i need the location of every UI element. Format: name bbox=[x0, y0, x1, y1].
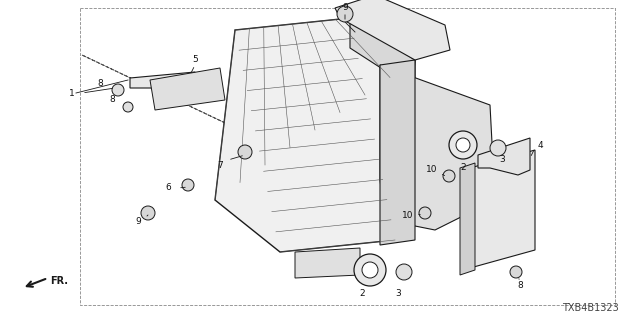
Circle shape bbox=[182, 179, 194, 191]
Text: 2: 2 bbox=[460, 164, 466, 172]
Circle shape bbox=[362, 262, 378, 278]
Text: 8: 8 bbox=[517, 282, 523, 291]
Text: 10: 10 bbox=[403, 211, 413, 220]
Circle shape bbox=[419, 207, 431, 219]
Text: 1: 1 bbox=[69, 89, 75, 98]
Circle shape bbox=[449, 131, 477, 159]
Text: 2: 2 bbox=[359, 289, 365, 298]
Circle shape bbox=[510, 266, 522, 278]
Circle shape bbox=[337, 6, 353, 22]
Polygon shape bbox=[380, 60, 415, 245]
Polygon shape bbox=[380, 65, 495, 230]
Text: 6: 6 bbox=[165, 183, 171, 193]
Polygon shape bbox=[130, 72, 195, 90]
Polygon shape bbox=[150, 68, 225, 110]
Polygon shape bbox=[460, 163, 475, 275]
Circle shape bbox=[238, 145, 252, 159]
Text: 9: 9 bbox=[135, 218, 141, 227]
Polygon shape bbox=[215, 18, 415, 252]
Circle shape bbox=[456, 138, 470, 152]
Text: 3: 3 bbox=[499, 156, 505, 164]
Text: 10: 10 bbox=[426, 165, 438, 174]
Circle shape bbox=[123, 102, 133, 112]
Text: FR.: FR. bbox=[50, 276, 68, 286]
Text: 8: 8 bbox=[97, 79, 103, 89]
Text: 7: 7 bbox=[217, 161, 223, 170]
Polygon shape bbox=[470, 150, 535, 268]
Text: 5: 5 bbox=[192, 55, 198, 65]
Polygon shape bbox=[350, 18, 415, 90]
Text: 3: 3 bbox=[395, 290, 401, 299]
Circle shape bbox=[354, 254, 386, 286]
Polygon shape bbox=[478, 138, 530, 175]
Circle shape bbox=[112, 84, 124, 96]
Text: 4: 4 bbox=[537, 140, 543, 149]
Circle shape bbox=[141, 206, 155, 220]
Text: TXB4B1323: TXB4B1323 bbox=[562, 303, 618, 313]
Text: 9: 9 bbox=[342, 4, 348, 12]
Polygon shape bbox=[335, 0, 450, 60]
Polygon shape bbox=[295, 248, 360, 278]
Circle shape bbox=[396, 264, 412, 280]
Circle shape bbox=[443, 170, 455, 182]
Text: 8: 8 bbox=[109, 95, 115, 105]
Circle shape bbox=[490, 140, 506, 156]
